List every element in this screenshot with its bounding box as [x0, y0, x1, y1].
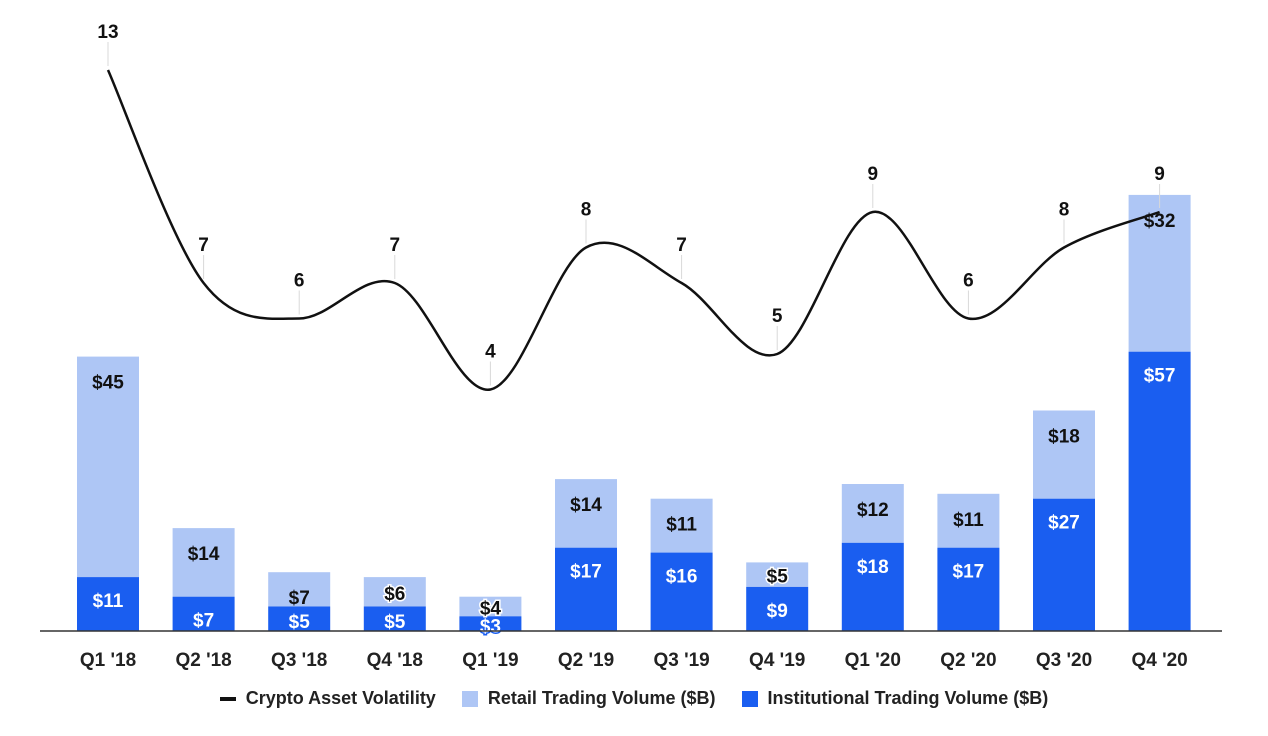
bar-institutional — [1033, 498, 1095, 631]
legend-label-retail: Retail Trading Volume ($B) — [487, 688, 716, 708]
legend-item-retail[interactable]: Retail Trading Volume ($B) — [461, 688, 716, 709]
data-label-institutional: $57 — [1144, 366, 1176, 387]
x-tick-label: Q4 '18 — [367, 650, 423, 671]
bar-retail — [77, 356, 139, 578]
bar-institutional — [77, 577, 139, 631]
x-tick-label: Q3 '19 — [653, 650, 709, 671]
bar-institutional — [268, 606, 331, 631]
volatility-value-label: 6 — [294, 271, 305, 292]
bar-institutional — [459, 616, 522, 631]
x-tick-label: Q4 '20 — [1131, 650, 1187, 671]
legend-label-institutional: Institutional Trading Volume ($B) — [767, 688, 1049, 708]
data-label-retail: $6 — [384, 584, 405, 605]
volatility-value-label: 7 — [676, 235, 687, 256]
bar-retail — [555, 479, 617, 548]
volatility-value-label: 4 — [485, 342, 496, 363]
data-label-retail: $45 — [92, 373, 124, 394]
bar-institutional — [555, 547, 617, 631]
x-tick-label: Q2 '18 — [175, 650, 231, 671]
x-tick-label: Q1 '20 — [845, 650, 901, 671]
legend-item-institutional[interactable]: Institutional Trading Volume ($B) — [741, 688, 1049, 709]
bar-institutional — [746, 586, 809, 631]
data-label-retail: $32 — [1144, 211, 1176, 232]
data-label-institutional: $27 — [1048, 513, 1080, 534]
data-label-retail: $7 — [289, 588, 310, 609]
data-label-retail: $14 — [570, 495, 602, 516]
bar-retail — [937, 493, 1000, 548]
data-label-institutional: $7 — [193, 611, 214, 632]
data-label-retail: $14 — [188, 544, 220, 565]
data-label-institutional: $17 — [953, 562, 985, 583]
x-axis-tick-labels: Q1 '18 Q2 '18 Q3 '18 Q4 '18 Q1 '19 Q2 '19 Q3 '… — [80, 650, 1188, 671]
data-label-institutional: $5 — [384, 612, 406, 633]
bar-retail — [172, 528, 235, 597]
volatility-value-label: 8 — [1059, 200, 1070, 221]
data-label-institutional: $11 — [93, 591, 124, 612]
legend-item-volatility[interactable]: Crypto Asset Volatility — [219, 688, 436, 709]
data-label-institutional: $16 — [666, 567, 698, 588]
bar-institutional — [937, 547, 1000, 631]
bar-retail — [268, 572, 331, 607]
x-tick-label: Q1 '18 — [80, 650, 136, 671]
legend-label-volatility: Crypto Asset Volatility — [245, 688, 436, 708]
bar-retail — [1128, 194, 1191, 352]
data-label-retail: $5 — [767, 567, 789, 588]
data-label-retail: $18 — [1048, 427, 1080, 448]
legend: Crypto Asset Volatility Retail Trading V… — [0, 688, 1268, 709]
data-label-institutional: $17 — [570, 562, 602, 583]
legend-swatch-institutional — [741, 690, 758, 707]
bar-layer — [77, 194, 1191, 631]
data-label-institutional: $5 — [289, 612, 311, 633]
x-tick-label: Q2 '19 — [558, 650, 614, 671]
x-tick-label: Q1 '19 — [462, 650, 518, 671]
data-label-institutional: $18 — [857, 557, 889, 578]
x-tick-label: Q2 '20 — [940, 650, 996, 671]
x-tick-label: Q4 '19 — [749, 650, 805, 671]
bar-institutional — [172, 596, 235, 631]
bar-institutional — [1128, 351, 1191, 631]
volatility-value-label: 5 — [772, 306, 783, 327]
volatility-line-layer: 13 7 6 7 4 8 7 5 9 6 8 9 — [97, 22, 1165, 391]
volatility-value-label: 7 — [390, 235, 401, 256]
data-label-institutional: $3 — [480, 617, 501, 638]
bar-retail — [650, 498, 713, 553]
bar-retail — [841, 484, 904, 543]
legend-swatch-retail — [461, 690, 478, 707]
data-label-institutional: $9 — [767, 601, 788, 622]
bar-retail — [459, 596, 522, 617]
data-label-retail: $12 — [857, 500, 889, 521]
volatility-value-label: 8 — [581, 200, 592, 221]
data-label-retail: $4 — [480, 599, 502, 620]
x-tick-label: Q3 '18 — [271, 650, 327, 671]
volatility-value-label: 7 — [198, 235, 209, 256]
bar-retail — [746, 562, 809, 587]
volatility-value-label: 9 — [1154, 164, 1165, 185]
bar-label-layer: $11 $45 $7 $14 $5 $7 $5 $6 $3$4 $17 $14 $16 $11 $9 $5 $… — [92, 211, 1176, 639]
bar-retail — [1033, 410, 1095, 499]
data-label-retail: $11 — [666, 515, 697, 536]
legend-swatch-volatility — [219, 696, 236, 701]
bar-institutional — [841, 542, 904, 631]
bar-institutional — [650, 552, 713, 631]
volatility-value-label: 13 — [97, 22, 118, 43]
bar-institutional — [363, 606, 426, 631]
data-label-retail: $11 — [953, 510, 984, 531]
x-tick-label: Q3 '20 — [1036, 650, 1092, 671]
volatility-line — [106, 69, 1161, 391]
volatility-value-label: 6 — [963, 271, 974, 292]
bar-retail — [363, 577, 426, 607]
volatility-value-label: 9 — [868, 164, 879, 185]
